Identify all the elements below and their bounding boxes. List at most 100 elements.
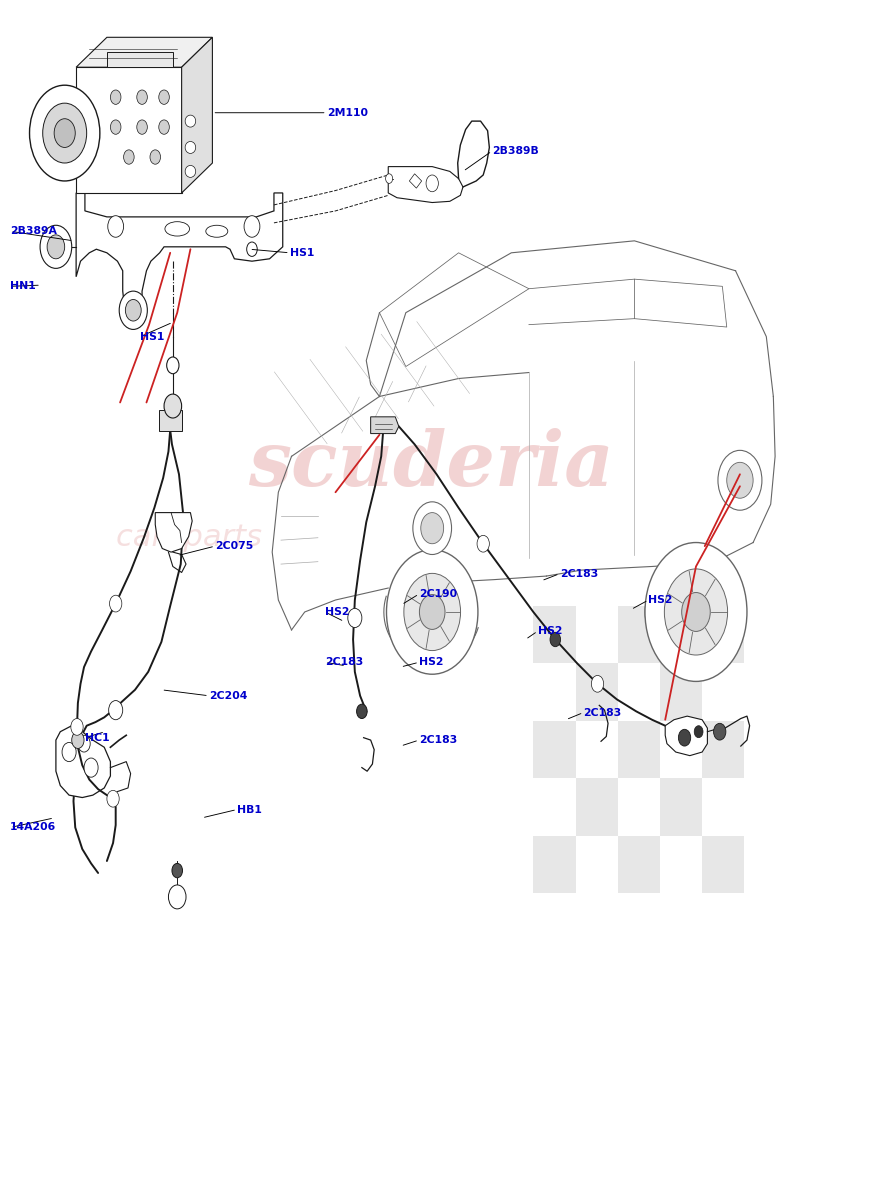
- Circle shape: [125, 300, 141, 322]
- Polygon shape: [370, 416, 399, 433]
- Text: 2B389A: 2B389A: [11, 227, 57, 236]
- Circle shape: [109, 595, 122, 612]
- Circle shape: [107, 791, 119, 808]
- Circle shape: [47, 235, 64, 259]
- Polygon shape: [409, 174, 422, 188]
- Circle shape: [54, 119, 75, 148]
- Circle shape: [62, 743, 76, 762]
- Circle shape: [421, 512, 444, 544]
- Circle shape: [71, 719, 83, 736]
- Circle shape: [682, 593, 710, 631]
- Ellipse shape: [185, 142, 196, 154]
- Circle shape: [167, 356, 179, 373]
- Text: 2C190: 2C190: [419, 589, 457, 599]
- Text: 2C183: 2C183: [560, 569, 598, 578]
- Circle shape: [714, 724, 726, 740]
- Bar: [702, 721, 744, 779]
- Circle shape: [348, 608, 362, 628]
- Bar: [617, 836, 660, 893]
- Circle shape: [386, 550, 478, 674]
- Text: 2C204: 2C204: [209, 691, 247, 701]
- Ellipse shape: [206, 226, 228, 238]
- Text: 2C183: 2C183: [419, 736, 457, 745]
- Bar: [702, 836, 744, 893]
- Polygon shape: [665, 716, 707, 756]
- Bar: [576, 779, 617, 836]
- Circle shape: [119, 292, 147, 330]
- Text: 2B389B: 2B389B: [492, 146, 539, 156]
- Circle shape: [40, 226, 71, 269]
- Text: HS2: HS2: [419, 658, 444, 667]
- Circle shape: [108, 216, 123, 238]
- Circle shape: [413, 502, 452, 554]
- Text: 2C075: 2C075: [215, 541, 253, 551]
- Circle shape: [71, 732, 84, 749]
- Circle shape: [591, 676, 603, 692]
- Circle shape: [420, 594, 445, 630]
- Polygon shape: [76, 37, 213, 67]
- Text: HB1: HB1: [237, 804, 262, 815]
- Text: 2C183: 2C183: [325, 658, 363, 667]
- Polygon shape: [107, 52, 173, 67]
- Ellipse shape: [165, 222, 190, 236]
- Bar: [617, 606, 660, 664]
- Circle shape: [150, 150, 161, 164]
- Text: car  parts: car parts: [116, 523, 262, 552]
- Circle shape: [137, 90, 147, 104]
- Circle shape: [477, 535, 490, 552]
- Bar: [576, 664, 617, 721]
- Circle shape: [727, 462, 753, 498]
- Bar: [534, 606, 576, 664]
- Text: HS2: HS2: [538, 626, 562, 636]
- Polygon shape: [56, 726, 110, 798]
- Text: scuderia: scuderia: [248, 428, 613, 503]
- Circle shape: [678, 730, 691, 746]
- Circle shape: [404, 574, 460, 650]
- Circle shape: [108, 701, 123, 720]
- Circle shape: [356, 704, 367, 719]
- Circle shape: [110, 90, 121, 104]
- Text: HC1: HC1: [85, 733, 109, 743]
- Circle shape: [29, 85, 100, 181]
- Circle shape: [110, 120, 121, 134]
- FancyBboxPatch shape: [159, 409, 182, 431]
- Polygon shape: [76, 193, 283, 311]
- Bar: [617, 721, 660, 779]
- Ellipse shape: [185, 115, 196, 127]
- Circle shape: [550, 632, 561, 647]
- Circle shape: [247, 242, 258, 257]
- Circle shape: [244, 216, 260, 238]
- Circle shape: [694, 726, 703, 738]
- Bar: [660, 664, 702, 721]
- Text: HS2: HS2: [325, 607, 349, 617]
- Text: HS1: HS1: [290, 248, 314, 258]
- Bar: [534, 721, 576, 779]
- Circle shape: [123, 150, 134, 164]
- Circle shape: [718, 450, 762, 510]
- Polygon shape: [155, 512, 192, 552]
- Circle shape: [159, 120, 169, 134]
- Circle shape: [645, 542, 747, 682]
- Circle shape: [42, 103, 86, 163]
- Circle shape: [172, 863, 183, 877]
- Text: HS1: HS1: [140, 331, 165, 342]
- Circle shape: [168, 884, 186, 908]
- Polygon shape: [388, 167, 463, 203]
- Bar: [660, 779, 702, 836]
- Bar: [534, 836, 576, 893]
- Ellipse shape: [185, 166, 196, 178]
- Circle shape: [385, 174, 392, 184]
- Text: HN1: HN1: [11, 281, 36, 292]
- Circle shape: [664, 569, 728, 655]
- Bar: [702, 606, 744, 664]
- Text: 14A206: 14A206: [11, 822, 56, 833]
- Circle shape: [159, 90, 169, 104]
- Text: 2M110: 2M110: [326, 108, 368, 118]
- Circle shape: [78, 736, 90, 752]
- Polygon shape: [182, 37, 213, 193]
- Circle shape: [84, 758, 98, 778]
- Circle shape: [426, 175, 438, 192]
- Text: 2C183: 2C183: [583, 708, 622, 718]
- Circle shape: [164, 394, 182, 418]
- Polygon shape: [76, 67, 182, 193]
